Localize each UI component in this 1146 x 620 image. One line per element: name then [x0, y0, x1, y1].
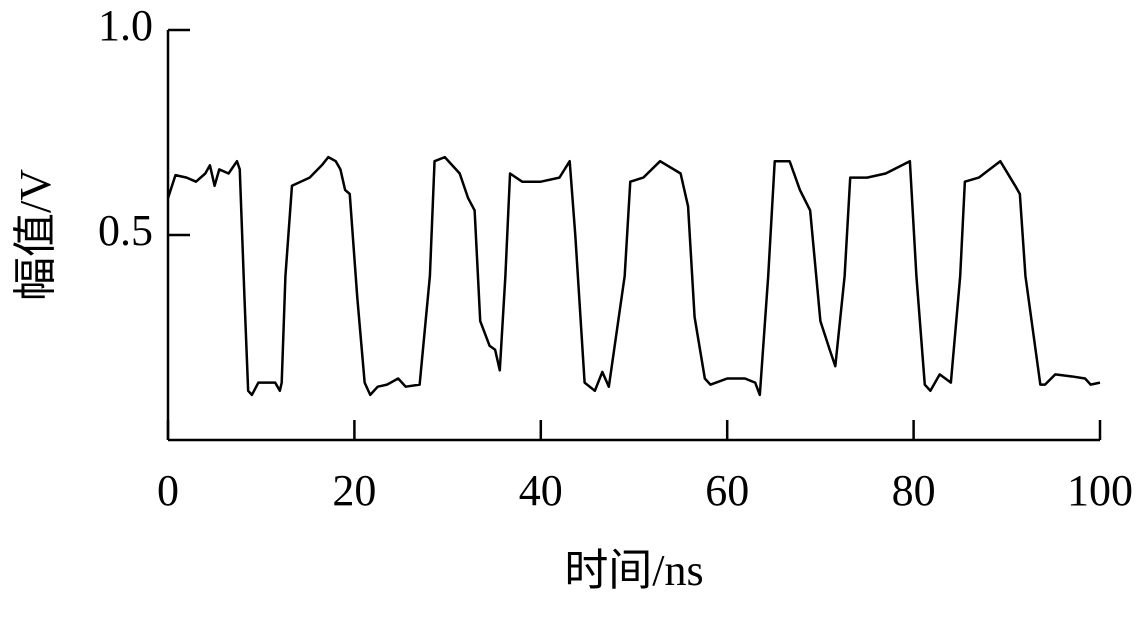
- x-tick-label: 40: [519, 466, 563, 515]
- y-axis-label: 幅值/V: [11, 169, 60, 301]
- x-tick-label: 100: [1067, 466, 1133, 515]
- x-tick-label: 0: [157, 466, 179, 515]
- x-tick-label: 80: [892, 466, 936, 515]
- signal-line: [166, 155, 1101, 397]
- x-tick-label: 60: [705, 466, 749, 515]
- y-tick-label: 0.5: [98, 206, 153, 255]
- x-axis-label: 时间/ns: [564, 546, 703, 595]
- x-tick-label: 20: [332, 466, 376, 515]
- y-tick-label: 1.0: [98, 1, 153, 50]
